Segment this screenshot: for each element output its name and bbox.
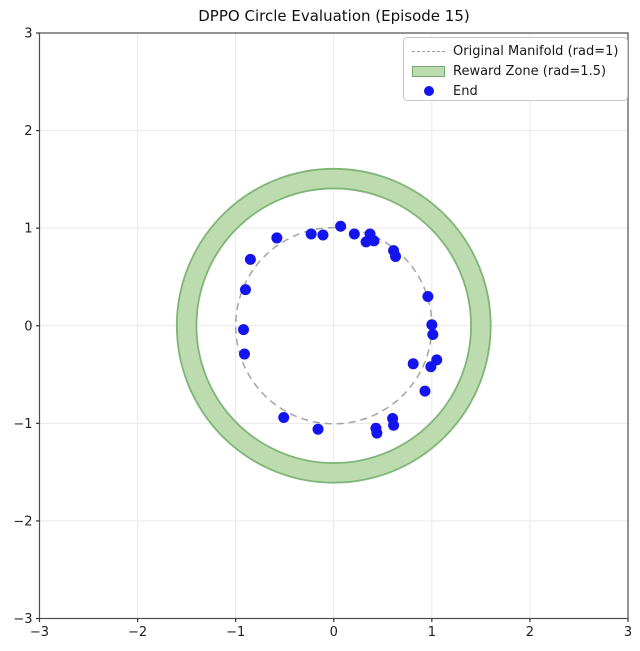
end-point [419, 385, 431, 397]
end-point [305, 228, 317, 240]
end-point [388, 419, 400, 431]
legend-label: Reward Zone (rad=1.5) [453, 63, 607, 79]
y-tick-label: 3 [24, 27, 32, 42]
legend-label: Original Manifold (rad=1) [453, 43, 619, 59]
end-point [278, 411, 290, 423]
end-point [422, 290, 434, 302]
y-tick-label: 1 [24, 222, 32, 237]
end-point [425, 361, 437, 373]
end-point [368, 235, 380, 247]
end-point [427, 329, 439, 341]
x-tick-label: 3 [624, 625, 632, 640]
end-point [407, 358, 419, 370]
legend: Original Manifold (rad=1) Reward Zone (r… [403, 37, 628, 101]
reward-zone-inner-edge [195, 187, 472, 464]
x-tick-label: −3 [30, 625, 49, 640]
end-point [239, 284, 251, 296]
legend-item-original-manifold: Original Manifold (rad=1) [410, 41, 627, 61]
end-point [238, 324, 250, 336]
end-point [335, 220, 347, 232]
x-tick-label: 2 [526, 625, 534, 640]
blue-dot-icon [412, 86, 445, 96]
end-point [244, 253, 256, 265]
x-tick-label: 1 [428, 625, 436, 640]
chart-title: DPPO Circle Evaluation (Episode 15) [198, 7, 470, 25]
legend-item-end: End [410, 81, 627, 101]
end-point [426, 319, 438, 331]
end-point [317, 229, 329, 241]
end-point [312, 423, 324, 435]
end-point [390, 250, 402, 262]
legend-item-reward-zone: Reward Zone (rad=1.5) [410, 61, 627, 81]
y-tick-label: 2 [24, 124, 32, 139]
legend-label: End [453, 83, 478, 99]
green-patch-icon [412, 65, 445, 77]
x-tick-label: −2 [128, 625, 147, 640]
end-point [271, 232, 283, 244]
reward-zone-outer-edge [175, 167, 492, 484]
x-tick-label: −1 [226, 625, 245, 640]
y-tick-label: −2 [13, 514, 32, 529]
end-point [238, 348, 250, 360]
end-point [348, 228, 360, 240]
y-tick-label: −1 [13, 417, 32, 432]
end-point [371, 427, 383, 439]
x-tick-label: 0 [330, 625, 338, 640]
dashed-line-icon [412, 50, 445, 52]
y-tick-label: −3 [13, 612, 32, 627]
y-tick-label: 0 [24, 319, 32, 334]
